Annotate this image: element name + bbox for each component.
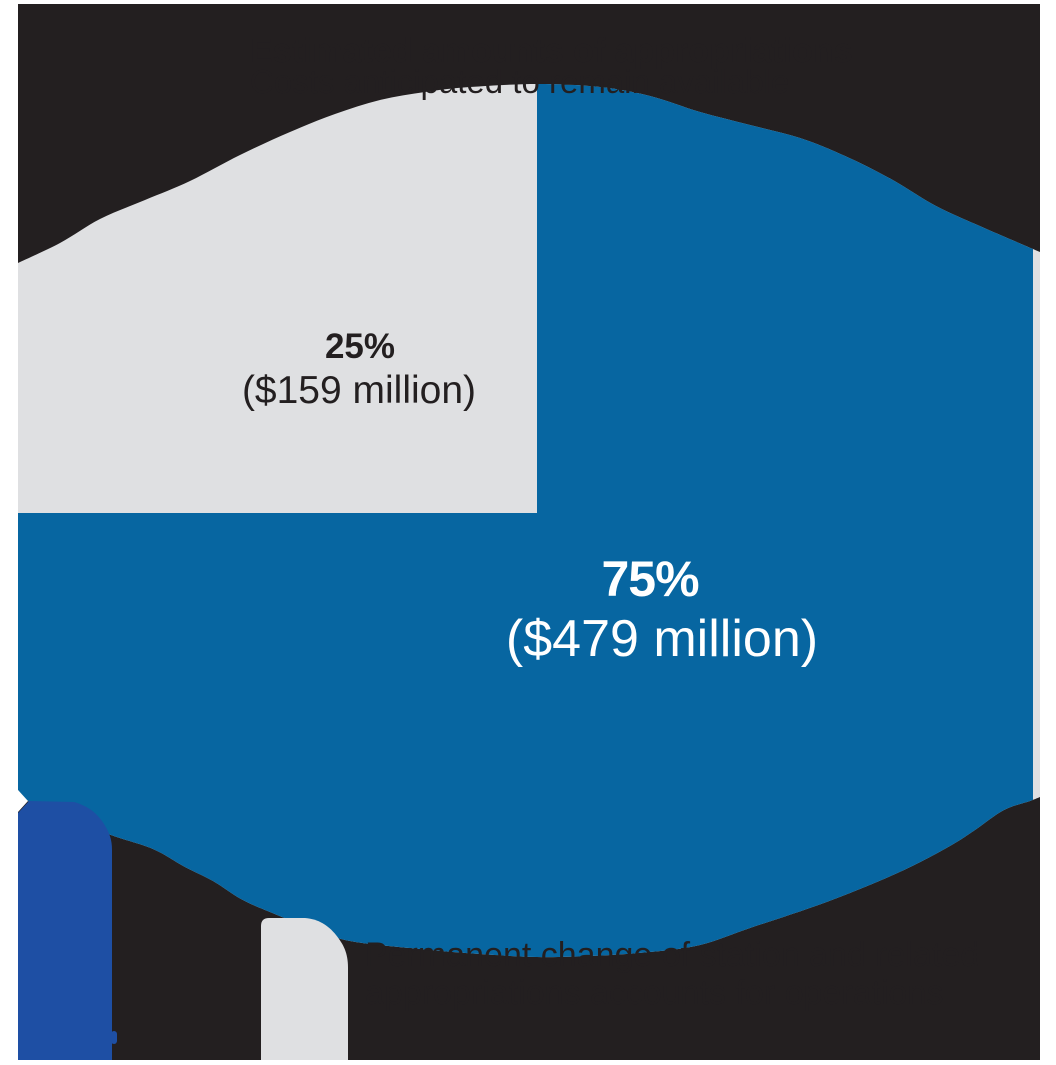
- svg-text:Estimated amounts of appropria: Estimated amounts of appropriations: [250, 32, 853, 70]
- svg-text:Costs anticipated to remain av: Costs anticipated to remain available: [250, 63, 789, 100]
- svg-text:($159 million): ($159 million): [242, 369, 476, 412]
- svg-text:75%: 75%: [601, 551, 699, 607]
- svg-text:($479 million): ($479 million): [506, 610, 818, 668]
- svg-text:25%: 25%: [325, 327, 395, 366]
- svg-text:appropriations accounts for op: appropriations accounts for operations: [365, 974, 943, 1012]
- svg-text:Permanent change of station an: Permanent change of station and related: [365, 936, 979, 974]
